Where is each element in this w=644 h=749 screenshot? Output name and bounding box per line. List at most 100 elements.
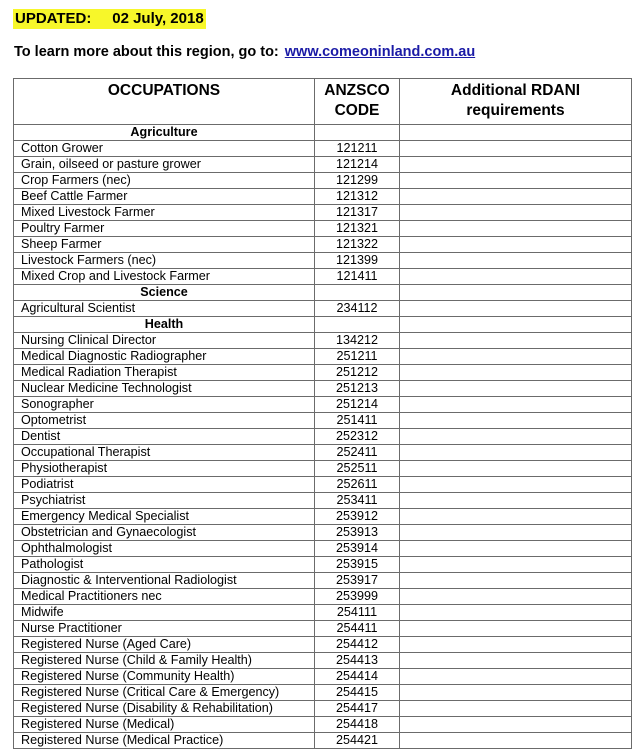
requirements-cell: [399, 316, 632, 333]
table-row: Physiotherapist 252511: [13, 460, 632, 477]
occupation-cell: Registered Nurse (Disability & Rehabilit…: [13, 700, 315, 717]
table-row: Sheep Farmer 121322: [13, 236, 632, 253]
occupation-cell: Diagnostic & Interventional Radiologist: [13, 572, 315, 589]
code-cell: 121214: [314, 156, 400, 173]
requirements-cell: [399, 428, 632, 445]
table-row: Crop Farmers (nec) 121299: [13, 172, 632, 189]
occupation-cell: Nurse Practitioner: [13, 620, 315, 637]
table-row: Optometrist 251411: [13, 412, 632, 429]
occupation-cell: Medical Radiation Therapist: [13, 364, 315, 381]
updated-date: UPDATED: 02 July, 2018: [13, 9, 206, 29]
code-cell: 251211: [314, 348, 400, 365]
occupation-cell: Ophthalmologist: [13, 540, 315, 557]
requirements-cell: [399, 156, 632, 173]
occupation-cell: Emergency Medical Specialist: [13, 508, 315, 525]
table-row: Medical Diagnostic Radiographer 251211: [13, 348, 632, 365]
table-row: Ophthalmologist 253914: [13, 540, 632, 557]
table-row: Diagnostic & Interventional Radiologist 2…: [13, 572, 632, 589]
code-cell: 252511: [314, 460, 400, 477]
code-cell: 252411: [314, 444, 400, 461]
requirements-cell: [399, 348, 632, 365]
requirements-cell: [399, 684, 632, 701]
requirements-cell: [399, 556, 632, 573]
occupation-cell: Medical Practitioners nec: [13, 588, 315, 605]
category-label: Health: [13, 316, 315, 333]
code-cell: 252312: [314, 428, 400, 445]
table-row: Registered Nurse (Child & Family Health)…: [13, 652, 632, 669]
requirements-cell: [399, 268, 632, 285]
table-row: Psychiatrist 253411: [13, 492, 632, 509]
code-cell: 254418: [314, 716, 400, 733]
table-row: Grain, oilseed or pasture grower 121214: [13, 156, 632, 173]
occupation-cell: Registered Nurse (Community Health): [13, 668, 315, 685]
code-cell: 253411: [314, 492, 400, 509]
code-cell: 121411: [314, 268, 400, 285]
requirements-cell: [399, 732, 632, 749]
requirements-cell: [399, 364, 632, 381]
table-row: Nursing Clinical Director 134212: [13, 332, 632, 349]
requirements-cell: [399, 380, 632, 397]
code-cell: 121299: [314, 172, 400, 189]
table-header-row: OCCUPATIONS ANZSCO CODE Additional RDANI…: [13, 78, 632, 125]
code-cell: 254414: [314, 668, 400, 685]
occupation-cell: Crop Farmers (nec): [13, 172, 315, 189]
code-cell: 253999: [314, 588, 400, 605]
learn-more-line: To learn more about this region, go to: w…: [14, 44, 475, 60]
code-cell: 253912: [314, 508, 400, 525]
code-cell: 251212: [314, 364, 400, 381]
table-row: Medical Practitioners nec 253999: [13, 588, 632, 605]
table-row: Nurse Practitioner 254411: [13, 620, 632, 637]
table-row: Registered Nurse (Disability & Rehabilit…: [13, 700, 632, 717]
code-cell: [314, 124, 400, 141]
requirements-cell: [399, 140, 632, 157]
requirements-cell: [399, 716, 632, 733]
region-link[interactable]: www.comeoninland.com.au: [284, 44, 476, 60]
table-row: Midwife 254111: [13, 604, 632, 621]
requirements-cell: [399, 604, 632, 621]
requirements-cell: [399, 444, 632, 461]
requirements-cell: [399, 284, 632, 301]
requirements-cell: [399, 460, 632, 477]
requirements-cell: [399, 204, 632, 221]
table-row: Dentist 252312: [13, 428, 632, 445]
occupation-cell: Agricultural Scientist: [13, 300, 315, 317]
occupation-cell: Podiatrist: [13, 476, 315, 493]
requirements-cell: [399, 188, 632, 205]
code-cell: 254411: [314, 620, 400, 637]
code-cell: 234112: [314, 300, 400, 317]
code-cell: 254412: [314, 636, 400, 653]
table-row: Registered Nurse (Critical Care & Emerge…: [13, 684, 632, 701]
code-cell: 121322: [314, 236, 400, 253]
code-cell: 254415: [314, 684, 400, 701]
occupation-cell: Registered Nurse (Child & Family Health): [13, 652, 315, 669]
code-cell: 253913: [314, 524, 400, 541]
requirements-cell: [399, 124, 632, 141]
table-row: Emergency Medical Specialist 253912: [13, 508, 632, 525]
table-row: Agricultural Scientist 234112: [13, 300, 632, 317]
requirements-cell: [399, 700, 632, 717]
code-cell: 253914: [314, 540, 400, 557]
code-cell: 134212: [314, 332, 400, 349]
occupation-cell: Registered Nurse (Medical Practice): [13, 732, 315, 749]
occupation-cell: Sonographer: [13, 396, 315, 413]
code-cell: 251213: [314, 380, 400, 397]
code-cell: 121317: [314, 204, 400, 221]
code-cell: 254111: [314, 604, 400, 621]
header-additional-requirements: Additional RDANI requirements: [399, 78, 632, 125]
requirements-cell: [399, 524, 632, 541]
code-cell: 251214: [314, 396, 400, 413]
requirements-cell: [399, 636, 632, 653]
occupation-cell: Obstetrician and Gynaecologist: [13, 524, 315, 541]
code-cell: 251411: [314, 412, 400, 429]
requirements-cell: [399, 620, 632, 637]
requirements-cell: [399, 572, 632, 589]
occupation-cell: Nursing Clinical Director: [13, 332, 315, 349]
code-cell: 253917: [314, 572, 400, 589]
code-cell: [314, 316, 400, 333]
table-row: Obstetrician and Gynaecologist 253913: [13, 524, 632, 541]
occupation-cell: Registered Nurse (Critical Care & Emerge…: [13, 684, 315, 701]
occupation-cell: Cotton Grower: [13, 140, 315, 157]
occupation-cell: Pathologist: [13, 556, 315, 573]
occupation-cell: Poultry Farmer: [13, 220, 315, 237]
occupation-cell: Physiotherapist: [13, 460, 315, 477]
